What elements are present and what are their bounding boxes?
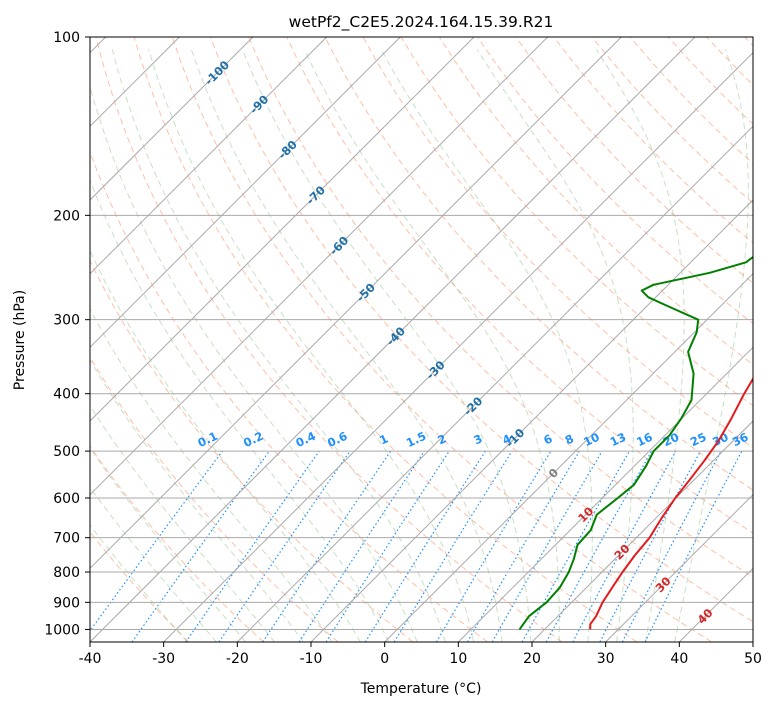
mixing-ratio-label: 16 bbox=[634, 430, 654, 449]
mixing-ratio-label: 10 bbox=[581, 430, 601, 449]
moist-adiabat-line bbox=[90, 486, 217, 642]
x-tick-label: -30 bbox=[152, 651, 175, 667]
isotherms bbox=[90, 37, 753, 642]
x-tick-label: 30 bbox=[597, 651, 615, 667]
dry-adiabat-line bbox=[90, 445, 264, 642]
mixing-ratio-label: 25 bbox=[688, 430, 708, 449]
dry-adiabat-line bbox=[515, 37, 753, 284]
moist-adiabat-line bbox=[90, 84, 418, 642]
dry-adiabat-line bbox=[477, 37, 753, 325]
isotherm-line bbox=[457, 346, 753, 642]
y-tick-label: 1000 bbox=[44, 622, 80, 638]
mixing-ratio-line bbox=[90, 450, 223, 632]
moist-adiabat-line bbox=[111, 49, 446, 642]
moist-adiabat-line bbox=[476, 49, 634, 642]
chart-title: wetPf2_C2E5.2024.164.15.39.R21 bbox=[289, 13, 554, 32]
moist-adiabat-line bbox=[90, 404, 275, 642]
moist-adiabat-line bbox=[90, 358, 304, 642]
y-axis-label: Pressure (hPa) bbox=[12, 290, 28, 390]
isotherm-line bbox=[163, 51, 753, 642]
moist-adiabat-line bbox=[242, 49, 532, 642]
isotherm-line bbox=[90, 37, 696, 642]
moist-adiabat-line bbox=[190, 49, 503, 642]
dry-adiabat-line bbox=[95, 37, 563, 642]
mixing-ratio-line bbox=[131, 450, 270, 642]
isotherm-line bbox=[236, 125, 753, 642]
mixing-ratio-line bbox=[572, 450, 677, 642]
mixing-ratio-line bbox=[218, 450, 351, 642]
mixing-ratio-label: 20 bbox=[661, 430, 681, 449]
mixing-ratio-line bbox=[185, 450, 320, 642]
dry-adiabat-line bbox=[133, 37, 638, 642]
moist-adiabat-line bbox=[90, 178, 390, 642]
moist-adiabat-line bbox=[90, 524, 188, 642]
dry-adiabat-line bbox=[210, 37, 753, 623]
x-tick-label: -10 bbox=[300, 651, 323, 667]
mixing-ratio-line bbox=[325, 450, 450, 642]
dry-adiabat-line bbox=[90, 259, 414, 642]
y-axis-ticks: 100 200 300 400 500 600 700 800 900 1000 bbox=[44, 30, 90, 638]
moist-adiabat-line bbox=[595, 49, 685, 642]
mixing-ratio-label: 13 bbox=[608, 430, 628, 449]
isotherm-line bbox=[310, 199, 753, 642]
mixing-ratio-line bbox=[521, 450, 631, 642]
isotherm-line bbox=[90, 37, 401, 349]
plot-area: 0.1 0.2 0.4 0.6 1 1.5 2 3 4 6 8 10 13 16 20 25 30 36 -100… bbox=[90, 37, 753, 642]
isotherm-line bbox=[531, 420, 753, 642]
dry-adiabat-line bbox=[591, 37, 753, 204]
x-tick-label: -40 bbox=[79, 651, 102, 667]
isotherm-line bbox=[90, 37, 254, 201]
isotherm-line bbox=[90, 37, 328, 275]
y-tick-label: 400 bbox=[53, 387, 80, 403]
dry-adiabat-line bbox=[324, 37, 753, 491]
y-tick-label: 200 bbox=[53, 208, 80, 224]
mixing-ratio-line bbox=[393, 450, 513, 642]
isotherm-line bbox=[605, 493, 753, 642]
x-axis-label: Temperature (°C) bbox=[360, 681, 482, 697]
isotherm-line bbox=[90, 37, 475, 422]
x-tick-label: -20 bbox=[226, 651, 249, 667]
x-tick-label: 40 bbox=[670, 651, 688, 667]
dewpoint-line bbox=[518, 255, 753, 630]
mixing-ratio-line bbox=[262, 450, 392, 642]
moist-adiabat-line bbox=[90, 249, 361, 642]
temperature-line bbox=[589, 376, 753, 630]
y-tick-label: 700 bbox=[53, 531, 80, 547]
x-tick-label: 10 bbox=[449, 651, 467, 667]
mixing-ratio-lines bbox=[90, 450, 743, 642]
y-tick-label: 100 bbox=[53, 30, 80, 46]
dry-adiabat-line bbox=[629, 37, 753, 165]
x-axis-ticks: -40 -30 -20 -10 0 10 20 30 40 50 bbox=[79, 642, 762, 667]
isotherm-line bbox=[384, 272, 753, 642]
mixing-ratio-label: 36 bbox=[730, 430, 750, 449]
dry-adiabat-line bbox=[171, 37, 712, 642]
pressure-gridlines bbox=[90, 37, 753, 630]
plot-frame bbox=[89, 36, 754, 643]
x-tick-label: 20 bbox=[523, 651, 541, 667]
mixing-ratio-line bbox=[644, 450, 743, 642]
profile-series bbox=[518, 255, 753, 630]
moist-adiabat-line bbox=[90, 308, 333, 642]
isotherm-line bbox=[90, 37, 622, 570]
mixing-ratio-line bbox=[298, 450, 425, 642]
y-tick-label: 300 bbox=[53, 313, 80, 329]
y-tick-label: 900 bbox=[53, 595, 80, 611]
moist-adiabat-line bbox=[380, 49, 593, 642]
moist-adiabat-line bbox=[148, 49, 475, 642]
moist-adiabat-line bbox=[90, 447, 246, 642]
isotherm-line bbox=[90, 37, 549, 496]
x-tick-label: 50 bbox=[744, 651, 762, 667]
dry-adiabat-line bbox=[248, 37, 753, 578]
x-tick-label: 0 bbox=[380, 651, 389, 667]
mixing-ratio-line bbox=[545, 450, 653, 642]
y-tick-label: 600 bbox=[53, 491, 80, 507]
dry-adiabat-line bbox=[400, 37, 753, 407]
moist-adiabat-line bbox=[674, 49, 749, 642]
y-tick-label: 800 bbox=[53, 565, 80, 581]
y-tick-label: 500 bbox=[53, 444, 80, 460]
